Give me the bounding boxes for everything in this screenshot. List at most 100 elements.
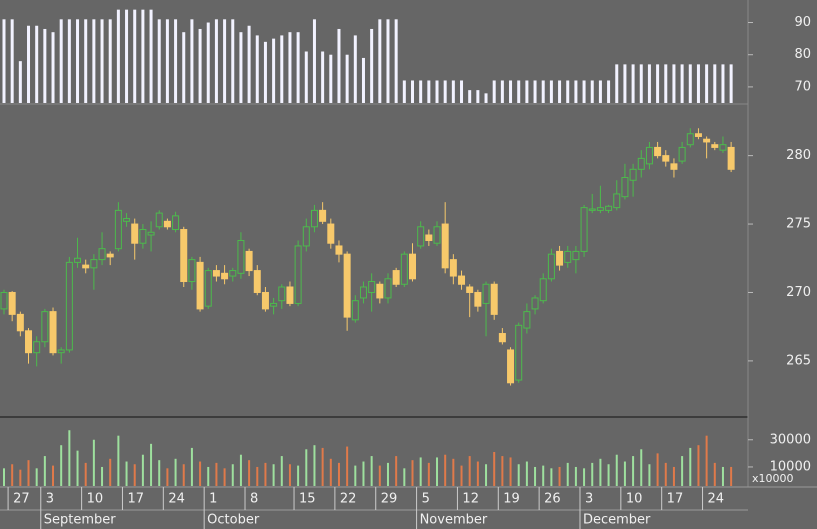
volume-bar: [468, 456, 471, 486]
candle-body: [49, 311, 57, 354]
volume-bar: [681, 456, 684, 486]
bar: [321, 51, 325, 103]
candle-body: [539, 278, 547, 302]
volume-bar: [583, 468, 586, 486]
bar: [451, 80, 455, 103]
volume-bar: [534, 466, 537, 486]
volume-bar: [378, 465, 381, 486]
month-label: September: [44, 513, 117, 528]
volume-bar: [305, 449, 308, 486]
candle-body: [204, 270, 212, 307]
bar: [378, 19, 382, 103]
candle-body: [57, 349, 65, 354]
volume-bar: [427, 462, 430, 486]
candle-body: [33, 341, 41, 354]
volume-bar: [403, 468, 406, 486]
candle-body: [294, 245, 302, 304]
bar: [100, 19, 104, 103]
candle-body: [678, 146, 686, 162]
candle-body: [253, 270, 261, 293]
bar: [615, 64, 619, 103]
candle-body: [449, 259, 457, 277]
candle-body: [131, 223, 139, 244]
bar: [214, 19, 218, 103]
bar: [639, 64, 643, 103]
y-tick-label: 10000: [770, 459, 811, 474]
volume-bar: [509, 457, 512, 486]
candle-body: [409, 253, 416, 280]
volume-bar: [313, 445, 316, 486]
volume-bar: [76, 450, 79, 486]
bar: [272, 38, 276, 103]
volume-bar: [419, 457, 422, 486]
bar: [623, 64, 627, 103]
bar: [2, 19, 6, 103]
volume-bar: [264, 462, 267, 486]
bar: [312, 19, 316, 103]
volume-bar: [476, 461, 479, 486]
bar: [43, 28, 47, 103]
candle-body: [662, 155, 670, 162]
bar: [656, 64, 660, 103]
bar: [492, 80, 496, 103]
bar: [165, 19, 169, 103]
candle-body: [392, 270, 400, 285]
candle-body: [286, 286, 294, 304]
volume-bar: [321, 447, 324, 486]
volume-bar: [689, 447, 692, 486]
bar: [419, 80, 423, 103]
bar: [696, 64, 700, 103]
bar: [386, 19, 390, 103]
y-tick-label: 70: [794, 79, 811, 94]
x-tick-label: 17: [127, 492, 144, 507]
candle-body: [466, 286, 474, 293]
candle-body: [433, 226, 441, 244]
volume-bar: [648, 464, 651, 486]
bar: [35, 25, 39, 103]
x-tick-label: 27: [13, 492, 30, 507]
candle-body: [686, 133, 694, 146]
x-tick-label: 24: [708, 492, 725, 507]
candle-body: [65, 261, 73, 351]
candle-body: [719, 144, 727, 151]
candle-body: [25, 330, 33, 354]
candle-body: [335, 245, 343, 255]
candle-body: [384, 278, 392, 299]
y-tick-label: 80: [794, 47, 811, 62]
bar: [255, 35, 259, 103]
volume-bar: [485, 464, 488, 486]
volume-bar: [517, 464, 520, 486]
bar: [435, 80, 439, 103]
candle-body: [180, 229, 188, 283]
y-tick-label: 30000: [770, 432, 811, 447]
bar: [10, 19, 14, 103]
bar: [141, 9, 145, 103]
candle-body: [163, 220, 171, 228]
bar: [206, 22, 210, 103]
x-tick-label: 17: [667, 492, 684, 507]
volume-bar: [52, 465, 55, 486]
volume-bar: [150, 443, 153, 486]
bar: [631, 64, 635, 103]
candle-body: [147, 231, 155, 236]
bar: [558, 80, 562, 103]
bar: [157, 19, 161, 103]
volume-bar: [623, 461, 626, 486]
volume-bar: [60, 445, 63, 486]
bar: [525, 80, 529, 103]
bar: [443, 80, 447, 103]
candle-body: [327, 223, 335, 244]
bar: [296, 32, 300, 103]
unit-label: x10000: [752, 472, 794, 485]
bar: [133, 9, 137, 103]
candle-body: [482, 283, 490, 304]
bar: [329, 54, 333, 103]
candle-body: [245, 250, 253, 272]
volume-bar: [272, 464, 275, 486]
volume-bar: [11, 464, 14, 486]
x-tick-label: 26: [544, 492, 561, 507]
bar: [582, 80, 586, 103]
candle-body: [547, 253, 555, 280]
bar: [116, 9, 120, 103]
